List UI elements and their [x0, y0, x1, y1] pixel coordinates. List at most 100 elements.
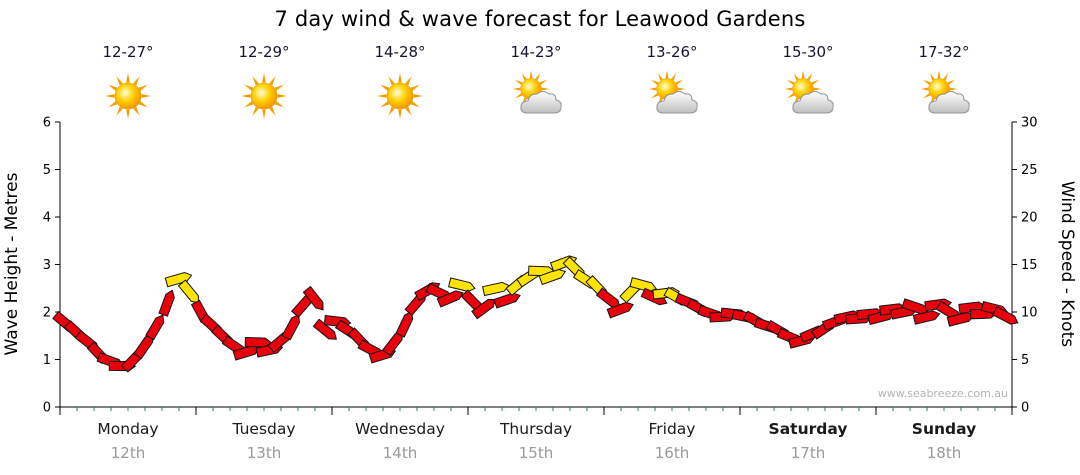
temperature-label: 12-29°: [238, 43, 289, 61]
cloud-shape: [928, 91, 970, 114]
y-tick-label-left: 0: [43, 401, 51, 416]
sun-icon: [241, 73, 287, 119]
wind-arrow: [448, 277, 476, 292]
sun-ray: [269, 106, 276, 116]
day-label: Monday: [97, 420, 158, 438]
sun-ray: [813, 87, 822, 91]
y-tick-label-right: 5: [1021, 353, 1029, 368]
sun-ray: [811, 79, 819, 85]
sun-ray: [116, 76, 123, 86]
sun-ray: [675, 79, 683, 85]
sun-ray: [677, 87, 686, 91]
sun-ray: [252, 106, 259, 116]
y-tick-label-right: 25: [1021, 163, 1038, 178]
sun-ray: [126, 73, 130, 83]
temperature-label: 14-28°: [374, 43, 425, 61]
y-tick-label-left: 2: [43, 306, 51, 321]
temperature-label: 12-27°: [102, 43, 153, 61]
sun-cloud-icon: [784, 70, 834, 114]
sun-ray: [138, 84, 148, 91]
sun-cloud-icon: [920, 70, 970, 114]
date-label: 16th: [655, 444, 689, 462]
day-label: Tuesday: [231, 420, 295, 438]
sun-ray: [787, 93, 795, 99]
y-tick-label-right: 30: [1021, 116, 1038, 131]
sun-ray: [380, 84, 390, 91]
day-label: Wednesday: [355, 420, 445, 438]
date-label: 12th: [111, 444, 145, 462]
sun-disc: [250, 82, 278, 110]
sun-ray: [920, 87, 929, 91]
wind-arrow: [992, 306, 1019, 325]
date-label: 15th: [519, 444, 553, 462]
y-tick-label-left: 4: [43, 211, 51, 226]
sun-ray: [108, 101, 118, 108]
sun-ray: [141, 94, 151, 98]
sun-ray: [515, 93, 523, 99]
sun-ray: [665, 70, 669, 79]
sun-ray: [923, 93, 931, 99]
temperature-label: 13-26°: [646, 43, 697, 61]
sun-ray: [937, 70, 941, 79]
axis-title-left: Wave Height - Metres: [2, 172, 22, 355]
sun-ray: [651, 93, 659, 99]
sun-ray: [274, 101, 284, 108]
sun-ray: [410, 101, 420, 108]
sun-cloud-icon: [648, 70, 698, 114]
sun-ray: [947, 79, 955, 85]
sun-ray: [801, 70, 805, 79]
wind-arrow: [281, 314, 301, 341]
cloud-shape: [520, 91, 562, 114]
sun-cloud-icon: [512, 70, 562, 114]
sun-ray: [277, 94, 287, 98]
sun-ray: [388, 106, 395, 116]
sun-ray: [138, 101, 148, 108]
sun-shape: [241, 73, 287, 119]
sun-ray: [405, 106, 412, 116]
date-label: 17th: [791, 444, 825, 462]
wind-arrow: [177, 279, 200, 304]
sun-disc: [386, 82, 414, 110]
wind-arrow: [158, 289, 175, 317]
date-label: 13th: [247, 444, 281, 462]
wind-arrow: [471, 299, 497, 320]
y-tick-label-left: 3: [43, 258, 51, 273]
sun-shape: [105, 73, 151, 119]
wind-arrow: [312, 318, 338, 340]
sun-shape: [377, 73, 423, 119]
sun-ray: [269, 76, 276, 86]
wind-arrow: [436, 290, 464, 308]
sun-ray: [807, 73, 813, 81]
wind-arrow: [164, 272, 193, 288]
sun-ray: [929, 73, 935, 81]
y-tick-label-right: 20: [1021, 211, 1038, 226]
sun-ray: [105, 94, 115, 98]
sun-ray: [539, 79, 547, 85]
sun-ray: [398, 109, 402, 119]
y-tick-label-left: 1: [43, 353, 51, 368]
sun-ray: [108, 84, 118, 91]
wind-arrow: [606, 301, 634, 319]
sun-ray: [529, 70, 533, 79]
sun-ray: [648, 87, 657, 91]
sun-ray: [657, 73, 663, 81]
date-label: 18th: [927, 444, 961, 462]
sun-ray: [784, 87, 793, 91]
sun-ray: [793, 73, 799, 81]
sun-ray: [274, 84, 284, 91]
sun-ray: [515, 79, 523, 85]
day-label: Sunday: [912, 420, 976, 438]
sun-ray: [943, 73, 949, 81]
sun-ray: [410, 84, 420, 91]
sun-ray: [535, 73, 541, 81]
sun-ray: [541, 87, 550, 91]
sun-ray: [512, 87, 521, 91]
sun-ray: [388, 76, 395, 86]
y-tick-label-right: 15: [1021, 258, 1038, 273]
temperature-label: 15-30°: [782, 43, 833, 61]
sun-ray: [377, 94, 387, 98]
sun-ray: [923, 79, 931, 85]
temperature-label: 14-23°: [510, 43, 561, 61]
wind-arrow: [302, 285, 324, 311]
